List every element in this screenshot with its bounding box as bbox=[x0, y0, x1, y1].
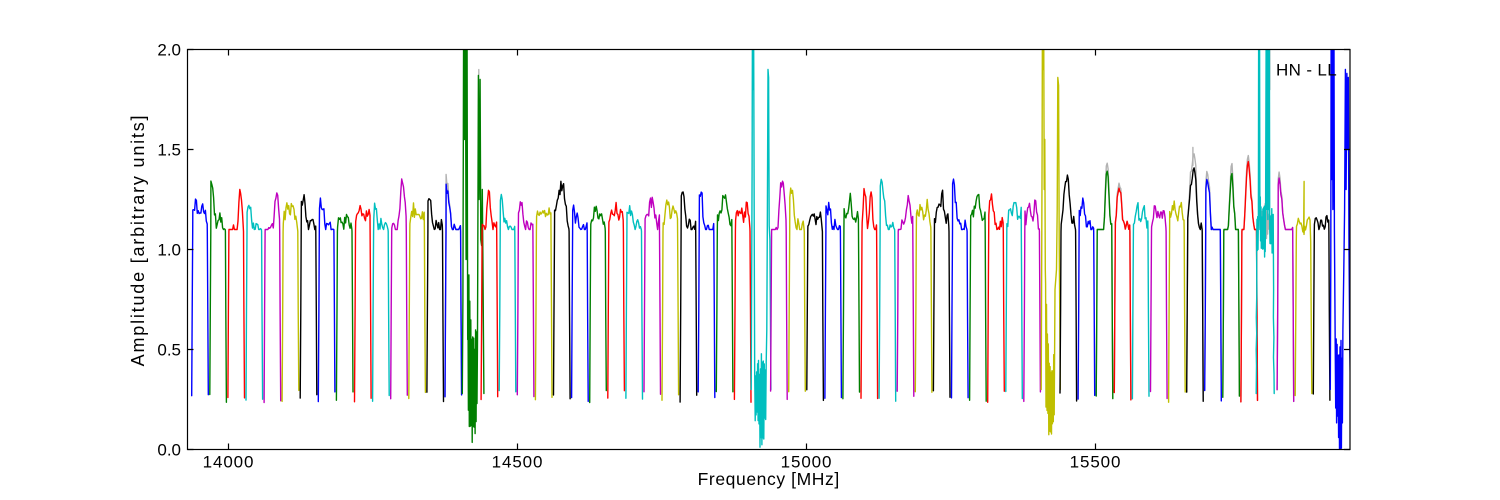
svg-text:14500: 14500 bbox=[492, 453, 544, 472]
svg-text:0.0: 0.0 bbox=[157, 441, 181, 460]
svg-text:Amplitude [arbitrary units]: Amplitude [arbitrary units] bbox=[128, 114, 148, 367]
svg-text:HN - LL: HN - LL bbox=[1276, 60, 1337, 79]
svg-text:15500: 15500 bbox=[1070, 453, 1122, 472]
svg-text:1.5: 1.5 bbox=[157, 141, 181, 160]
svg-text:1.0: 1.0 bbox=[157, 241, 181, 260]
svg-text:2.0: 2.0 bbox=[157, 41, 181, 60]
svg-text:15000: 15000 bbox=[781, 453, 833, 472]
svg-text:0.5: 0.5 bbox=[157, 341, 181, 360]
svg-text:Frequency [MHz]: Frequency [MHz] bbox=[698, 469, 840, 489]
svg-text:14000: 14000 bbox=[203, 453, 255, 472]
